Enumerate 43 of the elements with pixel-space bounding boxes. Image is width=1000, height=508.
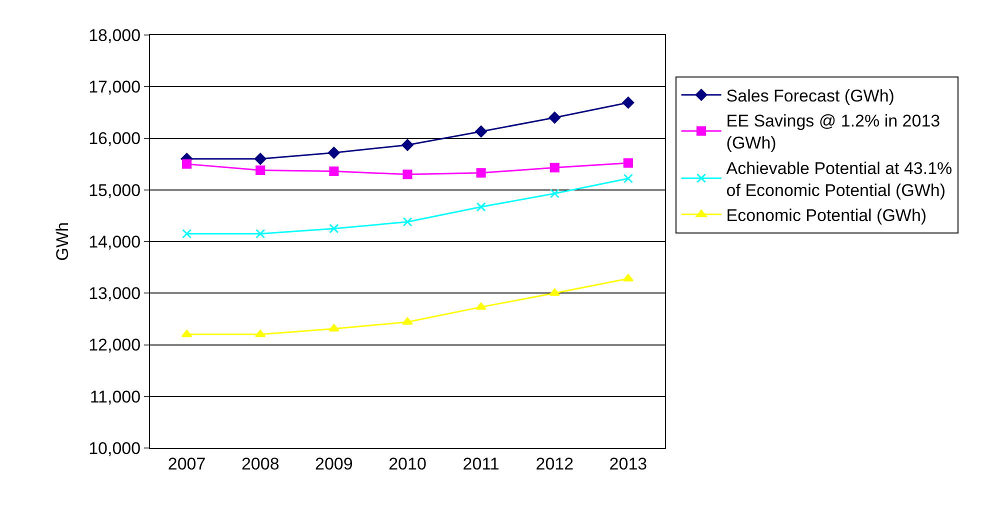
y-tick-label: 15,000 (88, 180, 141, 200)
x-tick-label: 2009 (315, 454, 353, 474)
x-tick-label: 2011 (462, 454, 500, 474)
x-tick-label: 2013 (609, 454, 648, 474)
legend-label: EE Savings @ 1.2% in 2013 (GWh) (726, 112, 940, 153)
point (402, 217, 412, 227)
y-tick-label: 13,000 (88, 284, 141, 304)
point (402, 317, 413, 325)
point (476, 202, 486, 212)
point (329, 166, 339, 176)
point (622, 96, 634, 109)
point (256, 166, 266, 176)
point (476, 302, 486, 310)
legend-label: Achievable Potential at 43.1% of Economic Potential (GWh) (726, 158, 952, 200)
y-tick-label: 17,000 (88, 78, 141, 97)
point (476, 168, 486, 178)
point (402, 170, 412, 180)
legend-label: Sales Forecast (GWh) (726, 86, 894, 106)
point (623, 158, 633, 168)
point (548, 112, 561, 124)
y-axis-title: GWh (53, 222, 72, 261)
y-tick-label: 16,000 (88, 129, 141, 148)
point (623, 174, 633, 184)
point (402, 139, 414, 151)
y-tick-label: 12,000 (88, 336, 141, 355)
y-tick-label: 14,000 (88, 232, 141, 252)
legend-label: Economic Potential (GWh) (726, 206, 927, 225)
y-tick-label: 11,000 (90, 387, 141, 406)
point (329, 224, 339, 234)
point (550, 188, 560, 198)
point (182, 159, 192, 169)
x-tick-label: 2010 (388, 454, 426, 474)
point (328, 146, 340, 159)
y-tick-label: 18,000 (88, 26, 141, 45)
point (182, 229, 192, 239)
x-tick-label: 2012 (536, 454, 574, 474)
x-tick-label: 2007 (168, 454, 206, 474)
y-tick-label: 10,000 (88, 438, 141, 458)
point (256, 229, 266, 239)
point (254, 152, 266, 165)
point (550, 162, 560, 172)
x-tick-label: 2008 (241, 454, 280, 474)
point (475, 126, 488, 138)
